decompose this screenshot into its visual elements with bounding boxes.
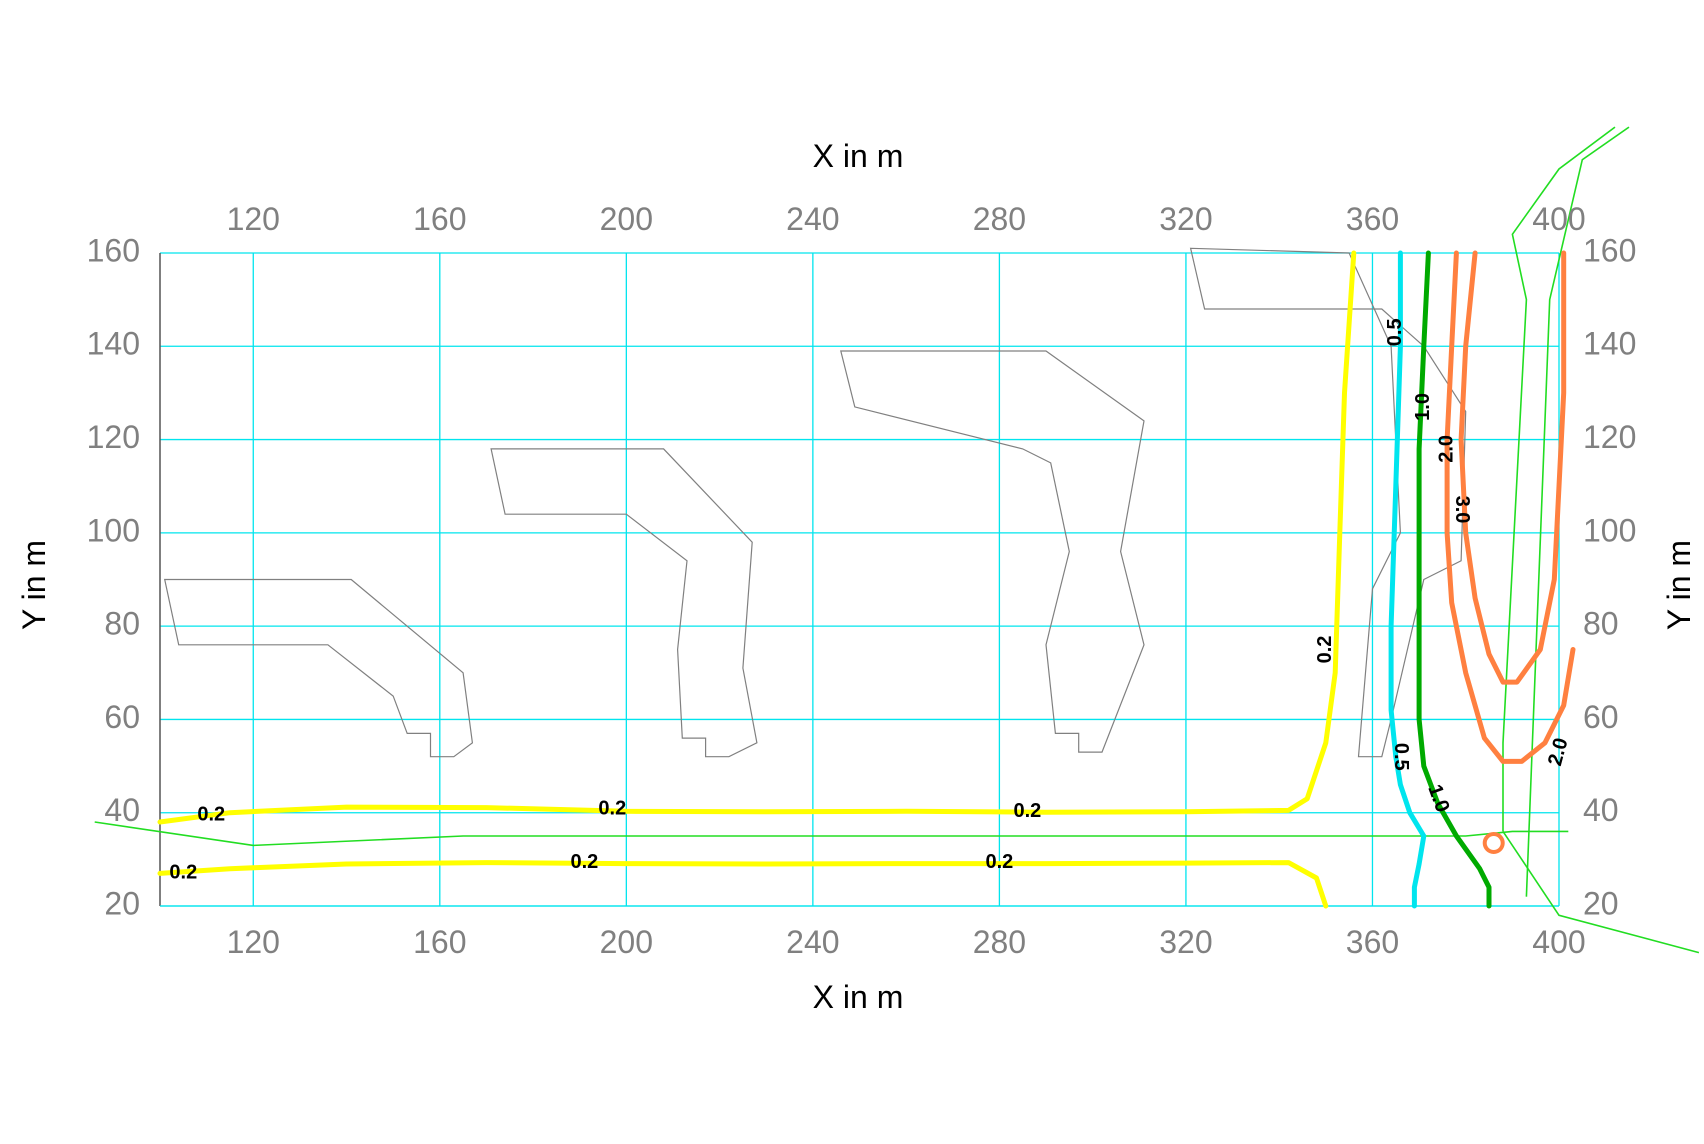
contour-label: 0.2 xyxy=(598,798,626,820)
building-outline xyxy=(490,448,758,758)
contour-line-0-5 xyxy=(1388,250,1427,909)
y-tick-label-right: 160 xyxy=(1583,232,1636,268)
tick-labels: 120 120 160 160 200 200 240 240 280 280 320 320 360 3… xyxy=(87,201,1637,960)
contour-labels: 0.20.20.20.20.20.20.20.50.51.01.02.03.02… xyxy=(169,318,1572,883)
contour-label: 0.2 xyxy=(570,851,598,873)
y-tick-label-right: 100 xyxy=(1583,512,1636,548)
y-tick-label-left: 80 xyxy=(104,606,140,642)
y-tick-label-left: 60 xyxy=(104,699,140,735)
y-tick-label-right: 80 xyxy=(1583,606,1619,642)
building-outline xyxy=(840,350,1145,753)
road-line xyxy=(94,821,1569,847)
x-tick-label-bottom: 280 xyxy=(973,924,1026,960)
y-tick-label-left: 20 xyxy=(104,885,140,921)
y-tick-label-left: 140 xyxy=(87,326,140,362)
contour-label: 0.2 xyxy=(169,862,197,884)
x-tick-label-top: 200 xyxy=(600,201,653,237)
x-tick-label-bottom: 320 xyxy=(1159,924,1212,960)
x-tick-label-bottom: 400 xyxy=(1532,924,1585,960)
contour-line-0-2 xyxy=(157,250,1357,825)
y-tick-label-left: 120 xyxy=(87,419,140,455)
road-line xyxy=(1502,830,1700,954)
y-tick-label-right: 40 xyxy=(1583,792,1619,828)
contour-label: 1.0 xyxy=(1412,393,1434,421)
x-tick-label-bottom: 120 xyxy=(227,924,280,960)
contour-line-0-2 xyxy=(157,860,1329,909)
contour-label: 0.2 xyxy=(1314,636,1336,664)
y-tick-label-right: 20 xyxy=(1583,885,1619,921)
grid-lines xyxy=(160,252,1560,907)
road-line xyxy=(1525,126,1630,897)
x-axis-title-bottom: X in m xyxy=(813,979,904,1015)
contour-lines xyxy=(157,250,1576,909)
contour-label: 0.5 xyxy=(1390,743,1412,771)
y-tick-label-left: 40 xyxy=(104,792,140,828)
contour-label: 2.0 xyxy=(1435,435,1457,463)
contour-label: 0.2 xyxy=(197,803,225,825)
source-circle xyxy=(1482,832,1505,855)
y-tick-label-left: 160 xyxy=(87,232,140,268)
x-tick-label-top: 320 xyxy=(1159,201,1212,237)
x-tick-label-top: 280 xyxy=(973,201,1026,237)
y-tick-label-right: 60 xyxy=(1583,699,1619,735)
x-tick-label-bottom: 360 xyxy=(1346,924,1399,960)
x-tick-label-top: 160 xyxy=(413,201,466,237)
x-tick-label-bottom: 200 xyxy=(600,924,653,960)
contour-label: 3.0 xyxy=(1451,496,1473,524)
source-marker xyxy=(1482,832,1505,855)
y-tick-label-left: 100 xyxy=(87,512,140,548)
contour-label: 1.0 xyxy=(1423,782,1453,816)
y-axis-title-right: Y in m xyxy=(1661,540,1697,630)
x-tick-label-bottom: 160 xyxy=(413,924,466,960)
x-tick-label-top: 240 xyxy=(786,201,839,237)
contour-line-3-0 xyxy=(1458,250,1567,685)
x-tick-label-bottom: 240 xyxy=(786,924,839,960)
contour-label: 0.5 xyxy=(1384,318,1406,346)
x-tick-label-top: 400 xyxy=(1532,201,1585,237)
contour-label: 0.2 xyxy=(985,851,1013,873)
contour-line-2-0 xyxy=(1444,250,1576,764)
road-lines xyxy=(94,126,1700,954)
building-outlines xyxy=(163,247,1467,758)
x-tick-label-top: 120 xyxy=(227,201,280,237)
x-axis-title-top: X in m xyxy=(813,138,904,174)
contour-label: 0.2 xyxy=(1013,800,1041,822)
contour-line-1-0 xyxy=(1416,250,1492,909)
building-outline xyxy=(163,578,474,758)
y-axis-title-left: Y in m xyxy=(16,540,52,630)
x-tick-label-top: 360 xyxy=(1346,201,1399,237)
y-tick-label-right: 120 xyxy=(1583,419,1636,455)
y-tick-label-right: 140 xyxy=(1583,326,1636,362)
